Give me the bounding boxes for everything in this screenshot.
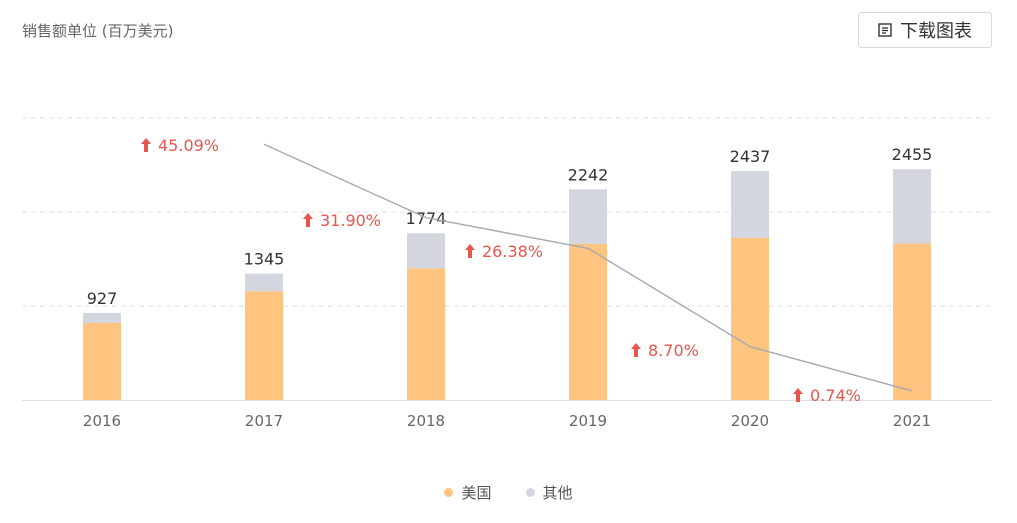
document-icon xyxy=(878,23,892,37)
bar-other-2021 xyxy=(893,169,931,244)
legend-label-usa: 美国 xyxy=(461,484,492,502)
sales-chart: 927 2016 1345 2017 1774 2018 2242 2019 2437 2020 2… xyxy=(22,117,992,430)
bar-usa-2020 xyxy=(731,237,769,400)
bar-other-2017 xyxy=(245,273,283,292)
legend-marker-usa xyxy=(444,488,454,497)
chart-unit-label: 销售额单位 (百万美元) xyxy=(22,22,174,40)
arrow-up-icon xyxy=(631,343,641,357)
total-label-2021: 2455 xyxy=(892,145,933,164)
growth-value-1: 31.90% xyxy=(320,211,381,230)
bar-other-2016 xyxy=(83,312,121,323)
bar-usa-2016 xyxy=(83,322,121,400)
legend-item-other[interactable]: 其他 xyxy=(525,482,573,503)
bar-usa-2021 xyxy=(893,243,931,400)
growth-value-2: 26.38% xyxy=(482,242,543,261)
chart-legend: 美国 其他 xyxy=(0,482,1017,503)
growth-label-3: 8.70% xyxy=(631,341,699,360)
growth-label-4: 0.74% xyxy=(793,386,861,405)
legend-marker-other xyxy=(525,488,535,497)
total-label-2019: 2242 xyxy=(568,165,609,184)
x-tick-2018: 2018 xyxy=(407,412,445,430)
bar-other-2018 xyxy=(407,233,445,269)
download-chart-button[interactable]: 下载图表 xyxy=(858,12,992,48)
arrow-up-icon xyxy=(793,388,803,402)
growth-label-1: 31.90% xyxy=(303,211,381,230)
growth-value-3: 8.70% xyxy=(648,341,699,360)
legend-item-usa[interactable]: 美国 xyxy=(444,482,492,503)
x-tick-2021: 2021 xyxy=(893,412,931,430)
growth-value-4: 0.74% xyxy=(810,386,861,405)
arrow-up-icon xyxy=(465,244,475,258)
bar-usa-2017 xyxy=(245,291,283,400)
growth-value-0: 45.09% xyxy=(158,136,219,155)
growth-label-0: 45.09% xyxy=(141,136,219,155)
total-label-2016: 927 xyxy=(87,289,118,308)
growth-label-2: 26.38% xyxy=(465,242,543,261)
legend-label-other: 其他 xyxy=(542,484,573,502)
x-tick-2016: 2016 xyxy=(83,412,121,430)
bar-other-2019 xyxy=(569,189,607,244)
x-tick-2017: 2017 xyxy=(245,412,283,430)
x-tick-2019: 2019 xyxy=(569,412,607,430)
bar-usa-2018 xyxy=(407,268,445,400)
arrow-up-icon xyxy=(141,138,151,152)
download-chart-label: 下载图表 xyxy=(900,21,972,42)
bar-other-2020 xyxy=(731,170,769,238)
total-label-2018: 1774 xyxy=(406,209,447,228)
total-label-2020: 2437 xyxy=(730,147,771,166)
bar-usa-2019 xyxy=(569,243,607,400)
arrow-up-icon xyxy=(303,213,313,227)
total-label-2017: 1345 xyxy=(244,250,285,269)
growth-line xyxy=(263,143,913,392)
x-tick-2020: 2020 xyxy=(731,412,769,430)
